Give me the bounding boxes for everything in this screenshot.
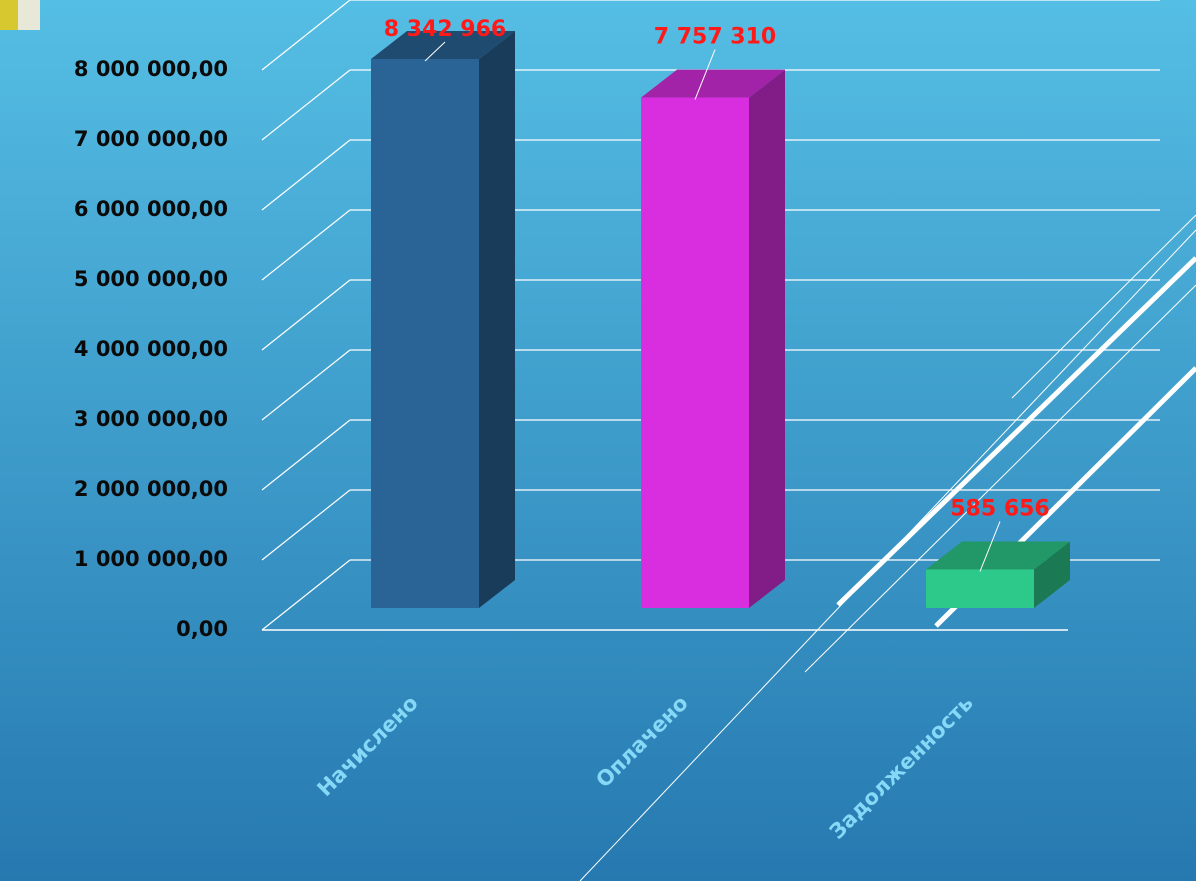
bar-top (926, 541, 1070, 570)
y-tick-label: 8 000 000,00 (74, 57, 228, 81)
grid-diagonal (261, 349, 351, 421)
grid-diagonal (261, 419, 351, 491)
y-tick-label: 1 000 000,00 (74, 547, 228, 571)
value-label: 8 342 966 (384, 17, 506, 42)
bar-front (926, 569, 1034, 608)
bar-side (1034, 541, 1070, 608)
bar-side (749, 69, 785, 609)
leader-line (694, 49, 716, 100)
grid-diagonal (261, 559, 351, 631)
grid-diagonal (261, 209, 351, 281)
bar (926, 541, 1070, 608)
y-tick-label: 3 000 000,00 (74, 407, 228, 431)
grid-diagonal (261, 139, 351, 211)
y-tick-label: 6 000 000,00 (74, 197, 228, 221)
y-tick-label: 2 000 000,00 (74, 477, 228, 501)
leader-line (424, 41, 446, 62)
bar (641, 69, 785, 609)
grid-diagonal (261, 69, 351, 141)
value-label: 585 656 (950, 496, 1050, 521)
grid-diagonal (261, 0, 351, 71)
y-tick-label: 5 000 000,00 (74, 267, 228, 291)
bar-top (371, 31, 515, 60)
y-tick-label: 0,00 (176, 617, 228, 641)
grid-diagonal (261, 279, 351, 351)
value-label: 7 757 310 (654, 25, 776, 50)
y-tick-label: 7 000 000,00 (74, 127, 228, 151)
bar (371, 31, 515, 608)
bar-top (641, 69, 785, 98)
bar-front (641, 97, 749, 608)
bar-front (371, 59, 479, 608)
y-tick-label: 4 000 000,00 (74, 337, 228, 361)
bar-side (479, 31, 515, 608)
leader-line (979, 521, 1001, 572)
grid-diagonal (261, 489, 351, 561)
